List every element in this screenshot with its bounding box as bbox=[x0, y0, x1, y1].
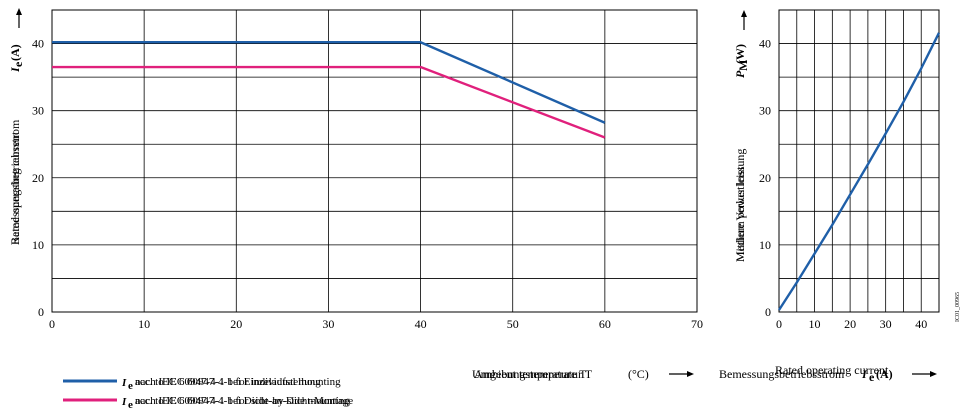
legend-symbol: I bbox=[121, 377, 127, 389]
left-y-label-en: Rated operating current bbox=[8, 131, 22, 245]
right-y-symbol: P M (W) bbox=[733, 44, 750, 78]
left-y-symbol-sub: e bbox=[11, 61, 25, 67]
right-y-tick-label: 20 bbox=[759, 171, 771, 185]
left-series-line-0 bbox=[52, 41, 606, 124]
right-chart-ticks: 0 10 20 30 40 0 10 20 30 40 bbox=[759, 37, 927, 331]
left-series-line-1 bbox=[52, 65, 606, 139]
right-y-symbol-letter: P bbox=[733, 70, 747, 78]
left-y-tick-label: 30 bbox=[32, 104, 44, 118]
legend-text-de: nach IEC 60947-4-1 bei Dicht-an-Dicht-Mo… bbox=[135, 395, 353, 407]
left-x-tick-label: 40 bbox=[415, 317, 427, 331]
legend: I e nach IEC 60947-4-1 bei Einzelaufstel… bbox=[63, 376, 353, 410]
left-x-arrow bbox=[669, 371, 694, 377]
right-x-tick-label: 40 bbox=[915, 317, 927, 331]
legend-symbol-sub: e bbox=[128, 399, 133, 410]
right-x-symbol-letter: I bbox=[861, 367, 868, 381]
right-y-tick-label: 0 bbox=[765, 305, 771, 319]
right-y-arrow bbox=[741, 10, 747, 30]
right-chart: 0 10 20 30 40 0 10 20 30 40 Mittlere Verlustleist… bbox=[719, 9, 961, 384]
left-y-symbol-letter: I bbox=[8, 66, 22, 73]
legend-symbol-sub: e bbox=[128, 380, 133, 392]
right-y-unit: (W) bbox=[733, 44, 747, 64]
right-x-unit: (A) bbox=[876, 367, 893, 381]
legend-entry-individual: I e nach IEC 60947-4-1 bei Einzelaufstel… bbox=[63, 376, 341, 392]
left-x-label-de: Umgebungstemperatur T bbox=[472, 367, 593, 381]
left-plot-frame bbox=[51, 9, 698, 313]
legend-text-en: acc. to IEC 60947-4-1 for individual mou… bbox=[135, 376, 341, 388]
left-chart-ticks: 0 10 20 30 40 50 60 70 0 10 20 30 40 bbox=[32, 37, 703, 331]
left-x-tick-label: 10 bbox=[138, 317, 150, 331]
legend-text-de: nach IEC 60947-4-1 bei Einzelaufstellung bbox=[135, 376, 321, 388]
right-y-label-de: Mittlere Verlustleistung bbox=[733, 149, 747, 262]
right-y-tick-label: 10 bbox=[759, 238, 771, 252]
left-y-tick-label: 40 bbox=[32, 37, 44, 51]
left-y-unit: (A) bbox=[8, 44, 22, 61]
legend-symbol: I bbox=[121, 396, 127, 408]
right-x-arrow bbox=[912, 371, 937, 377]
legend-entry-side-by-side: I e nach IEC 60947-4-1 bei Dicht-an-Dich… bbox=[63, 395, 353, 410]
left-y-arrow bbox=[16, 8, 22, 28]
left-x-tick-label: 0 bbox=[49, 317, 55, 331]
right-series-line-0 bbox=[777, 32, 941, 311]
left-y-label-de: Bemessungsbetriebsstrom bbox=[8, 119, 22, 245]
left-y-tick-label: 10 bbox=[32, 238, 44, 252]
right-x-tick-label: 0 bbox=[776, 317, 782, 331]
left-x-unit: (°C) bbox=[628, 367, 649, 381]
left-chart-grid bbox=[51, 9, 698, 313]
left-x-tick-label: 50 bbox=[507, 317, 519, 331]
right-y-tick-label: 40 bbox=[759, 37, 771, 51]
left-chart: 0 10 20 30 40 50 60 70 0 10 20 30 40 Bemessungsbetri… bbox=[8, 8, 703, 381]
right-x-symbol-sub: e bbox=[869, 370, 875, 384]
right-x-tick-label: 10 bbox=[809, 317, 821, 331]
left-x-tick-label: 70 bbox=[691, 317, 703, 331]
right-chart-series bbox=[777, 32, 941, 311]
right-x-label-en: Rated operating current bbox=[775, 363, 889, 377]
left-x-label-en: Ambient temperature T bbox=[474, 367, 587, 381]
right-y-label-en: Medium power loss bbox=[733, 166, 747, 262]
right-x-tick-label: 20 bbox=[844, 317, 856, 331]
left-y-tick-label: 0 bbox=[38, 305, 44, 319]
right-x-tick-label: 30 bbox=[880, 317, 892, 331]
left-chart-series bbox=[52, 41, 606, 139]
right-chart-grid bbox=[778, 9, 940, 313]
right-plot-frame bbox=[778, 9, 940, 313]
left-y-symbol: I e (A) bbox=[8, 44, 25, 73]
left-x-tick-label: 30 bbox=[322, 317, 334, 331]
legend-text-en: acc. to IEC 60947-4-1 for side-by-side m… bbox=[135, 395, 350, 407]
right-y-tick-label: 30 bbox=[759, 104, 771, 118]
left-x-tick-label: 20 bbox=[230, 317, 242, 331]
left-y-tick-label: 20 bbox=[32, 171, 44, 185]
right-y-symbol-sub: M bbox=[736, 60, 750, 71]
right-x-label-de: Bemessungsbetriebsstrom bbox=[719, 367, 845, 381]
left-x-tick-label: 60 bbox=[599, 317, 611, 331]
figure-id: IC01_00965 bbox=[955, 292, 961, 322]
